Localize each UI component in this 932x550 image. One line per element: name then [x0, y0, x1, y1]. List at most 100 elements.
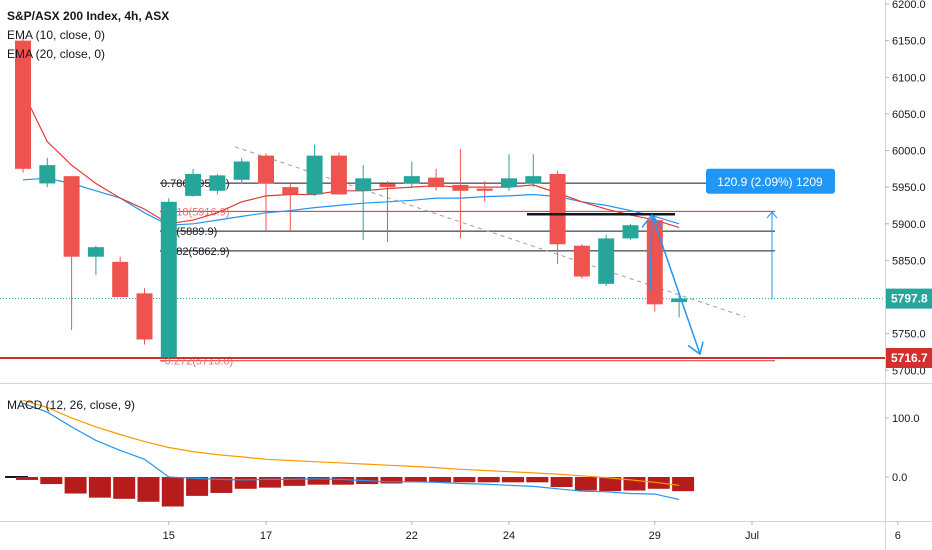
price-tick-label: 6050.0 [892, 109, 926, 121]
symbol-title[interactable]: S&P/ASX 200 Index, 4h, ASX [7, 9, 170, 23]
candle [258, 153, 274, 232]
macd-histogram-bar [599, 477, 622, 492]
macd-histogram-bar [40, 477, 63, 485]
price-tick-label: 6150.0 [892, 36, 926, 48]
price-tick-label: 5850.0 [892, 255, 926, 267]
ema20-legend[interactable]: EMA (20, close, 0) [7, 47, 106, 61]
candle-body [671, 298, 688, 303]
macd-legend[interactable]: MACD (12, 26, close, 9) [7, 398, 136, 412]
fib-level-label: 0.618(5916.9) [161, 206, 230, 218]
macd-histogram-bar [161, 477, 184, 507]
candle-body [306, 155, 323, 195]
macd-signal-line [22, 399, 680, 486]
candle [549, 171, 566, 265]
support-price-label: 5716.7 [891, 351, 928, 365]
macd-histogram-bar [64, 477, 87, 494]
macd-histogram-bar [429, 477, 452, 483]
arrowhead-up [641, 213, 663, 228]
price-tick-label: 6200.0 [892, 0, 926, 11]
candle [671, 295, 688, 318]
candle [39, 157, 56, 188]
ema10-legend[interactable]: EMA (10, close, 0) [7, 28, 106, 42]
ema20-line [22, 177, 680, 226]
candle-body [209, 175, 226, 191]
macd-histogram-bar [550, 477, 573, 488]
candle [160, 198, 177, 360]
candle [379, 181, 396, 243]
candle [622, 223, 639, 240]
candle [209, 173, 226, 195]
macd-histogram-bar [137, 477, 160, 502]
macd-histogram-bar [477, 477, 500, 483]
macd-tick-label: 100.0 [892, 413, 920, 425]
macd-histogram-bar [307, 477, 330, 485]
measure-arrowhead [766, 211, 778, 219]
candle [428, 168, 445, 191]
time-tick-label: 22 [406, 530, 418, 542]
candle-body [646, 220, 663, 305]
time-tick-label: 17 [260, 530, 272, 542]
candle [87, 245, 104, 276]
ema10-line [22, 91, 680, 228]
candle-body [598, 238, 615, 284]
macd-histogram-bar [234, 477, 257, 489]
macd-line [22, 402, 680, 500]
macd-histogram-bar [259, 477, 281, 488]
macd-histogram-bar [186, 477, 209, 496]
macd-histogram-bar [453, 477, 476, 483]
price-tick-label: 6100.0 [892, 72, 926, 84]
candle [403, 161, 420, 188]
macd-histogram-bar [210, 477, 233, 493]
price-tick-label: 5950.0 [892, 182, 926, 194]
candle-body [452, 184, 469, 191]
candle-body [185, 173, 202, 196]
macd-histogram-bar [404, 477, 427, 483]
price-tick-label: 5900.0 [892, 219, 926, 231]
candle-body [15, 40, 31, 169]
candle [233, 157, 250, 184]
candle-body [403, 176, 420, 184]
last-price-label: 5797.8 [891, 292, 928, 306]
macd-histogram-bar [283, 477, 306, 486]
candle-body [476, 188, 493, 191]
macd-tick-label: 0.0 [892, 472, 907, 484]
macd-histogram-bar [526, 477, 549, 483]
candle-body [160, 201, 177, 358]
candle-body [501, 178, 517, 188]
time-tick-label: 6 [895, 530, 901, 542]
time-tick-label: 15 [163, 530, 175, 542]
candle-body [428, 177, 445, 188]
candle [185, 168, 202, 197]
last-price-badge [886, 288, 932, 309]
price-tick-label: 5700.0 [892, 365, 926, 377]
candle [63, 176, 80, 330]
candle [282, 183, 299, 232]
candle [476, 181, 493, 202]
time-tick-label: 29 [649, 530, 661, 542]
macd-histogram-bar [331, 477, 354, 485]
candle [355, 165, 372, 240]
candle [525, 154, 542, 188]
price-tick-label: 5750.0 [892, 329, 926, 341]
candle-body [355, 178, 372, 191]
candle [598, 234, 615, 287]
time-tick-label: Jul [745, 530, 759, 542]
macd-histogram-bar [574, 477, 597, 491]
candle-body [136, 293, 153, 340]
candle-body [258, 155, 274, 184]
support-price-badge [886, 348, 932, 369]
main-pane: 0.786(5955.4)0.618(5916.9)0.5(5889.9)0.3… [0, 36, 885, 368]
candle [646, 218, 663, 312]
candle [15, 36, 31, 173]
macd-pane [5, 399, 695, 507]
candle-body [233, 161, 250, 180]
macd-histogram-bar [88, 477, 111, 498]
macd-histogram-bar [672, 477, 695, 492]
candle-body [549, 173, 566, 245]
candle [452, 149, 469, 239]
candle-body [525, 176, 542, 184]
candle-body [63, 176, 80, 257]
macd-histogram-bar [502, 477, 524, 483]
